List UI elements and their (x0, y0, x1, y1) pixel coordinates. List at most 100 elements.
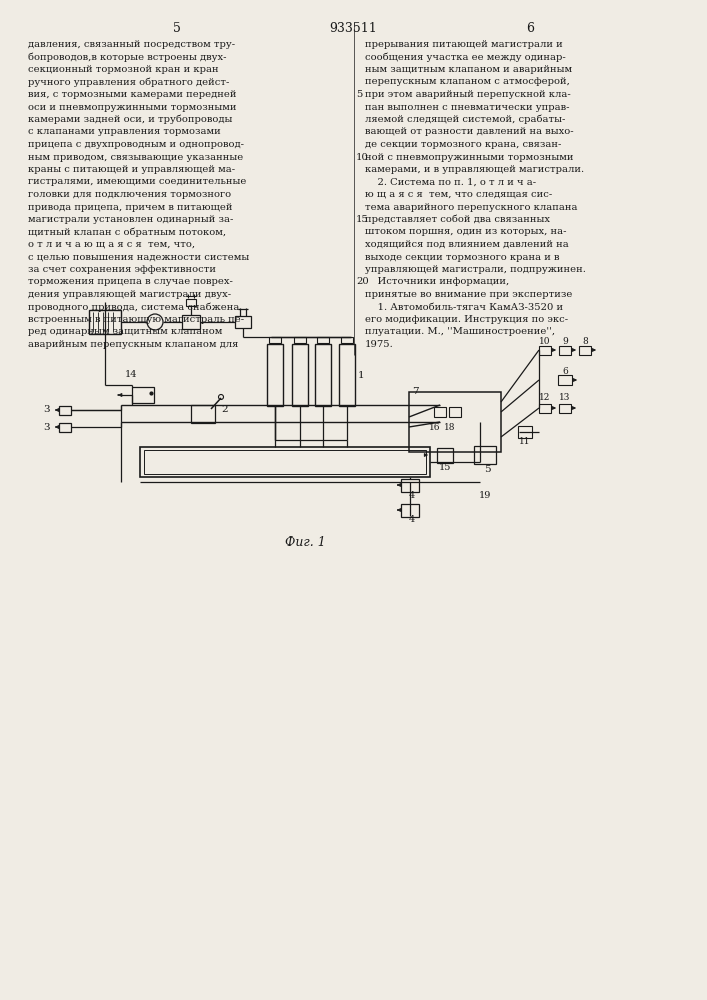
Text: 10: 10 (539, 336, 551, 346)
Bar (558, 375, 572, 385)
Text: 7: 7 (411, 387, 419, 396)
Text: 5: 5 (484, 466, 491, 475)
Text: 1: 1 (358, 370, 364, 379)
Text: гистралями, имеющими соединительные: гистралями, имеющими соединительные (28, 178, 246, 186)
Text: дения управляющей магистрали двух-: дения управляющей магистрали двух- (28, 290, 231, 299)
Text: 6: 6 (562, 367, 568, 376)
Text: 14: 14 (124, 370, 137, 379)
Bar (267, 344, 283, 406)
Text: с клапанами управления тормозами: с клапанами управления тормозами (28, 127, 221, 136)
Text: перепускным клапаном с атмосферой,: перепускным клапаном с атмосферой, (365, 78, 570, 87)
Bar (89, 310, 121, 334)
Bar (401, 479, 419, 491)
Text: 4: 4 (409, 516, 415, 524)
Text: 2. Система по п. 1, о т л и ч а-: 2. Система по п. 1, о т л и ч а- (365, 178, 536, 186)
Text: 16: 16 (429, 422, 440, 432)
Text: магистрали установлен одинарный за-: магистрали установлен одинарный за- (28, 215, 233, 224)
Text: 12: 12 (539, 393, 551, 402)
Text: 5: 5 (173, 22, 181, 35)
Text: с целью повышения надежности системы: с целью повышения надежности системы (28, 252, 250, 261)
Text: ред одинарным защитным клапаном: ред одинарным защитным клапаном (28, 328, 223, 336)
Bar (317, 337, 329, 343)
Text: проводного привода, система снабжена: проводного привода, система снабжена (28, 302, 240, 312)
Bar (539, 346, 551, 355)
Text: 933511: 933511 (329, 22, 377, 35)
Bar (59, 422, 71, 432)
Text: аварийным перепускным клапаном для: аварийным перепускным клапаном для (28, 340, 238, 349)
Text: вающей от разности давлений на выхо-: вающей от разности давлений на выхо- (365, 127, 573, 136)
Bar (292, 344, 308, 406)
Text: камерами, и в управляющей магистрали.: камерами, и в управляющей магистрали. (365, 165, 584, 174)
Text: его модификации. Инструкция по экс-: его модификации. Инструкция по экс- (365, 315, 568, 324)
Bar (449, 407, 461, 417)
Text: о т л и ч а ю щ а я с я  тем, что,: о т л и ч а ю щ а я с я тем, что, (28, 240, 195, 249)
Bar (186, 298, 196, 306)
Text: штоком поршня, один из которых, на-: штоком поршня, один из которых, на- (365, 228, 566, 236)
Text: камерами задней оси, и трубопроводы: камерами задней оси, и трубопроводы (28, 115, 233, 124)
Text: выходе секции тормозного крана и в: выходе секции тормозного крана и в (365, 252, 559, 261)
Text: 13: 13 (559, 393, 571, 402)
Text: ходящийся под влиянием давлений на: ходящийся под влиянием давлений на (365, 240, 568, 249)
Bar (191, 405, 215, 423)
Text: 10: 10 (356, 152, 369, 161)
Text: де секции тормозного крана, связан-: де секции тормозного крана, связан- (365, 140, 561, 149)
Text: 1975.: 1975. (365, 340, 394, 349)
Bar (235, 316, 251, 328)
Text: торможения прицепа в случае поврех-: торможения прицепа в случае поврех- (28, 277, 233, 286)
Text: 18: 18 (444, 422, 456, 432)
Text: 11: 11 (519, 438, 531, 446)
Text: управляющей магистрали, подпружинен.: управляющей магистрали, подпружинен. (365, 265, 586, 274)
Text: секционный тормозной кран и кран: секционный тормозной кран и кран (28, 65, 218, 74)
Text: давления, связанный посредством тру-: давления, связанный посредством тру- (28, 40, 235, 49)
Bar (140, 447, 430, 477)
Bar (339, 344, 355, 406)
Text: ляемой следящей системой, срабаты-: ляемой следящей системой, срабаты- (365, 115, 566, 124)
Text: 19: 19 (479, 490, 491, 499)
Text: 6: 6 (526, 22, 534, 35)
Text: прицепа с двухпроводным и однопровод-: прицепа с двухпроводным и однопровод- (28, 140, 244, 149)
Text: Источники информации,: Источники информации, (365, 277, 509, 286)
Bar (132, 387, 154, 403)
Text: встроенным в питающую магистраль пе-: встроенным в питающую магистраль пе- (28, 315, 244, 324)
Bar (437, 448, 453, 462)
Text: за счет сохранения эффективности: за счет сохранения эффективности (28, 265, 216, 274)
Text: 1. Автомобиль-тягач КамАЗ-3520 и: 1. Автомобиль-тягач КамАЗ-3520 и (365, 302, 563, 312)
Text: сообщения участка ее между одинар-: сообщения участка ее между одинар- (365, 52, 566, 62)
Text: ным защитным клапаном и аварийным: ным защитным клапаном и аварийным (365, 65, 572, 74)
Bar (294, 337, 306, 343)
Bar (341, 337, 353, 343)
Text: щитный клапан с обратным потоком,: щитный клапан с обратным потоком, (28, 228, 226, 237)
Text: представляет собой два связанных: представляет собой два связанных (365, 215, 550, 225)
Bar (315, 344, 331, 406)
Text: плуатации. М., ''Машиностроение'',: плуатации. М., ''Машиностроение'', (365, 328, 555, 336)
Bar (269, 337, 281, 343)
Bar (559, 346, 571, 355)
Bar (539, 403, 551, 412)
Bar (474, 446, 496, 464)
Text: 15: 15 (356, 215, 369, 224)
Text: 3: 3 (44, 406, 50, 414)
Text: 5: 5 (356, 90, 363, 99)
Text: прерывания питающей магистрали и: прерывания питающей магистрали и (365, 40, 563, 49)
Text: 9: 9 (562, 336, 568, 346)
Text: 15: 15 (439, 464, 451, 473)
Text: 8: 8 (582, 336, 588, 346)
Text: при этом аварийный перепускной кла-: при этом аварийный перепускной кла- (365, 90, 571, 99)
Text: пан выполнен с пневматически управ-: пан выполнен с пневматически управ- (365, 103, 570, 111)
Text: принятые во внимание при экспертизе: принятые во внимание при экспертизе (365, 290, 573, 299)
Text: вия, с тормозными камерами передней: вия, с тормозными камерами передней (28, 90, 237, 99)
Text: привода прицепа, причем в питающей: привода прицепа, причем в питающей (28, 202, 233, 212)
Text: 4: 4 (409, 490, 415, 499)
Text: тема аварийного перепускного клапана: тема аварийного перепускного клапана (365, 202, 578, 212)
Text: бопроводов,в которые встроены двух-: бопроводов,в которые встроены двух- (28, 52, 226, 62)
Text: оси и пневмопружинными тормозными: оси и пневмопружинными тормозными (28, 103, 237, 111)
Bar (518, 426, 532, 438)
Text: Фиг. 1: Фиг. 1 (285, 536, 325, 548)
Bar (409, 392, 501, 452)
Text: ной с пневмопружинными тормозными: ной с пневмопружинными тормозными (365, 152, 573, 161)
Bar (579, 346, 591, 355)
Bar (434, 407, 446, 417)
Bar (559, 403, 571, 412)
Text: 3: 3 (44, 422, 50, 432)
Text: ручного управления обратного дейст-: ручного управления обратного дейст- (28, 78, 229, 87)
